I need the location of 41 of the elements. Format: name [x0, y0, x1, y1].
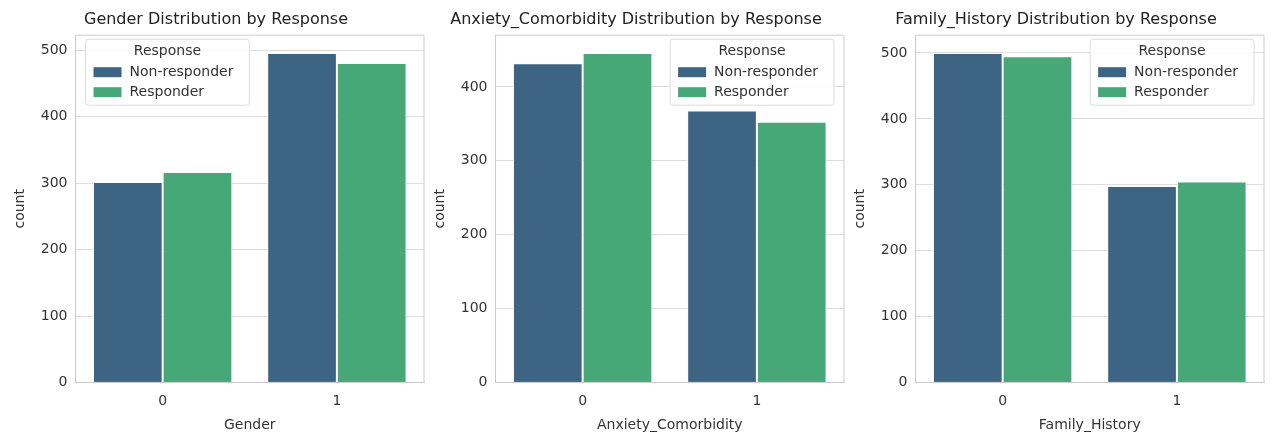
y-tick-label: 100 — [40, 306, 68, 323]
y-tick-label: 400 — [40, 107, 68, 124]
y-tick-label: 100 — [460, 299, 488, 316]
y-tick-label: 300 — [40, 173, 68, 190]
y-tick-label: 500 — [880, 43, 908, 60]
y-tick-label: 200 — [460, 225, 488, 242]
legend-label: Responder — [714, 82, 789, 99]
x-axis-title: Family_History — [1038, 416, 1141, 433]
y-tick-label: 0 — [58, 373, 68, 390]
x-tick-label: 0 — [998, 392, 1008, 409]
x-axis-title: Gender — [223, 416, 276, 433]
chart-title: Anxiety_Comorbidity Distribution by Response — [450, 8, 822, 29]
x-tick-label: 1 — [752, 392, 762, 409]
y-axis-title: count — [11, 188, 28, 229]
x-tick-label: 0 — [578, 392, 588, 409]
chart-title: Gender Distribution by Response — [83, 8, 349, 28]
y-tick-label: 400 — [880, 109, 908, 126]
y-axis-title: count — [431, 188, 448, 229]
legend-label: Non-responder — [129, 62, 234, 79]
y-tick-label: 0 — [478, 373, 488, 390]
legend-title: Response — [133, 41, 202, 58]
y-tick-label: 300 — [880, 175, 908, 192]
legend-label: Non-responder — [714, 62, 819, 79]
legend-label: Non-responder — [1134, 62, 1239, 79]
y-tick-label: 300 — [460, 151, 488, 168]
legend-title: Response — [1138, 41, 1206, 58]
y-tick-label: 200 — [40, 240, 68, 257]
x-axis-title: Anxiety_Comorbidity — [596, 416, 743, 433]
legend-title: Response — [718, 41, 786, 58]
x-tick-label: 1 — [1172, 392, 1182, 409]
legend-label: Responder — [1134, 82, 1209, 99]
y-tick-label: 200 — [880, 241, 908, 258]
y-tick-label: 100 — [880, 307, 908, 324]
legend-label: Responder — [129, 82, 205, 99]
chart-title: Family_History Distribution by Response — [895, 8, 1217, 29]
y-tick-label: 500 — [40, 41, 68, 58]
x-tick-label: 0 — [158, 392, 168, 409]
x-tick-label: 1 — [332, 392, 342, 409]
y-tick-label: 0 — [898, 373, 908, 390]
y-axis-title: count — [851, 188, 868, 229]
y-tick-label: 400 — [460, 77, 488, 94]
